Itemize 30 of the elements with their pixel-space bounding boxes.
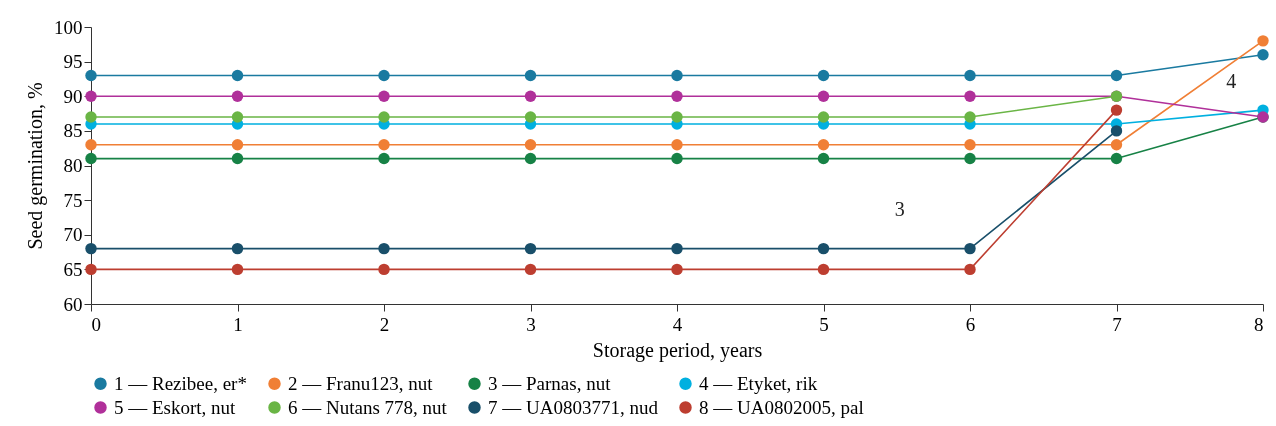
x-tick-label: 1 [233,313,243,335]
legend-label: 4 — Etyket, rik [699,372,818,394]
legend-label: 7 — UA0803771, nud [488,396,659,418]
y-tick-label: 90 [63,85,83,107]
legend-label: 2 — Franu123, nut [288,372,434,394]
y-tick-label: 100 [54,16,83,38]
y-tick-label: 80 [63,155,83,176]
y-tick-label: 65 [63,258,83,280]
x-axis-title: Storage period, years [592,338,763,362]
x-tick-label: 8 [1254,313,1264,335]
legend-label: 8 — UA0802005, pal [699,396,864,418]
x-tick-label: 2 [379,313,390,335]
x-tick-label: 0 [91,313,101,335]
x-tick-label: 6 [965,313,976,335]
y-tick-label: 75 [63,189,83,211]
x-tick-label: 7 [1112,313,1122,335]
annotation: 3 [894,197,905,220]
x-tick-label: 4 [672,313,683,335]
annotation: 4 [1226,70,1237,93]
legend-label: 6 — Nutans 778, nut [288,396,448,418]
legend-label: 5 — Eskort, nut [114,396,237,418]
y-tick-label: 60 [63,293,83,315]
y-tick-label: 85 [63,120,83,142]
legend-label: 3 — Parnas, nut [488,372,612,394]
x-tick-label: 5 [819,313,829,335]
y-tick-label: 95 [63,51,83,73]
x-tick-label: 3 [526,313,536,335]
y-tick-label: 70 [63,224,83,246]
y-axis-title: Seed germination, % [24,82,47,250]
legend-label: 1 — Rezibee, er* [114,372,247,394]
